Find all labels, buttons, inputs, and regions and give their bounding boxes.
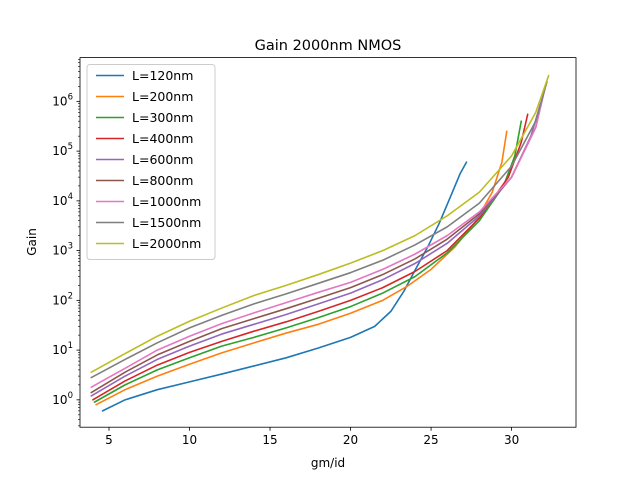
y-tick-label: 101 — [52, 341, 73, 357]
x-tick-label: 25 — [423, 433, 438, 447]
x-tick-label: 5 — [105, 433, 113, 447]
legend-box — [86, 64, 216, 260]
legend: L=120nm L=200nm L=300nm L=400nm L=600nm L=800… — [86, 64, 216, 260]
x-tick-label: 30 — [504, 433, 519, 447]
y-tick-label: 103 — [52, 242, 73, 258]
legend-label: L=120nm — [132, 68, 193, 83]
legend-label: L=1000nm — [132, 194, 201, 209]
legend-label: L=200nm — [132, 89, 193, 104]
y-tick-label: 104 — [52, 192, 73, 208]
y-axis-label: Gain — [25, 228, 39, 256]
legend-label: L=600nm — [132, 152, 193, 167]
series-line-3 — [93, 120, 523, 403]
series-line-7 — [90, 85, 547, 388]
axes-frame — [79, 57, 577, 428]
series-line-9 — [90, 74, 550, 373]
x-axis: 5 10 15 20 25 30 — [105, 427, 519, 447]
chart-title: Gain 2000nm NMOS — [255, 38, 402, 54]
x-tick-label: 10 — [182, 433, 197, 447]
x-tick-label: 20 — [343, 433, 358, 447]
y-tick-label: 105 — [52, 142, 73, 158]
y-tick-label: 102 — [52, 291, 73, 307]
y-tick-label: 106 — [52, 92, 73, 108]
legend-label: L=800nm — [132, 173, 193, 188]
y-axis: 100 101 102 103 104 105 106 — [52, 59, 80, 427]
plot-area — [90, 74, 550, 412]
x-axis-label: gm/id — [311, 456, 345, 470]
legend-label: L=2000nm — [132, 236, 201, 251]
x-tick-label: 15 — [262, 433, 277, 447]
legend-label: L=400nm — [132, 131, 193, 146]
legend-label: L=1500nm — [132, 215, 201, 230]
series-line-8 — [90, 80, 548, 379]
y-tick-label: 100 — [52, 391, 73, 407]
legend-label: L=300nm — [132, 110, 193, 125]
